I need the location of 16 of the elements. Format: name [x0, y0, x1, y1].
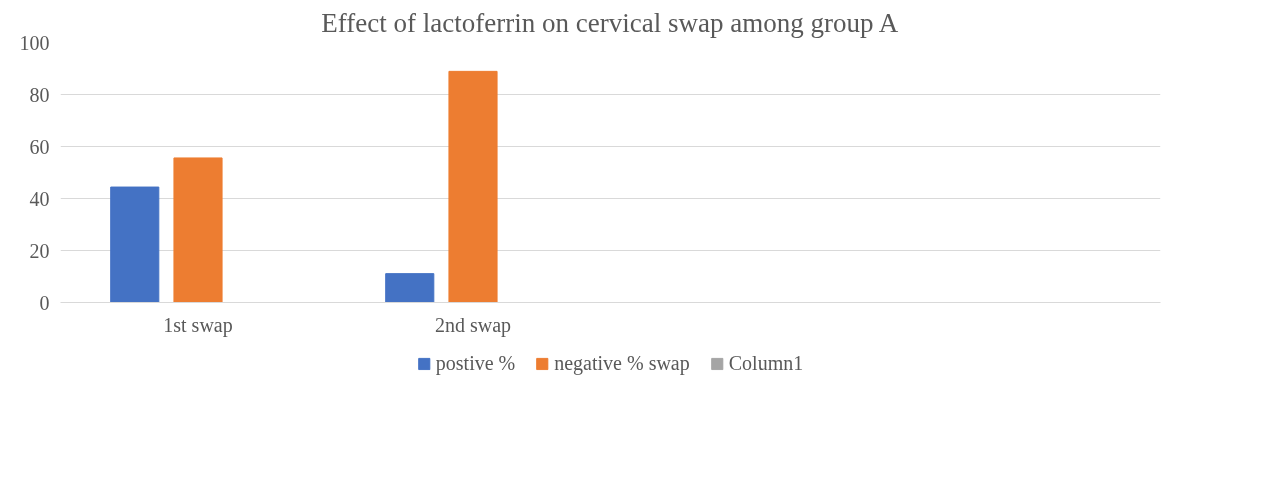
- bar: [173, 157, 223, 303]
- y-tick-label: 20: [29, 239, 50, 262]
- y-tick-label: 100: [19, 31, 50, 54]
- chart-title: Effect of lactoferrin on cervical swap among group A: [321, 7, 899, 38]
- legend-label: Column1: [728, 351, 804, 375]
- y-tick-label: 80: [29, 83, 50, 106]
- y-tick-label: 60: [29, 135, 50, 158]
- bar: [110, 186, 160, 303]
- bar: [448, 70, 498, 303]
- x-tick-label: 1st swap: [163, 313, 233, 337]
- legend-label: negative % swap: [554, 351, 690, 375]
- y-tick-label: 40: [29, 187, 50, 210]
- y-tick-label: 0: [39, 291, 50, 314]
- x-tick-label: 2nd swap: [434, 313, 512, 337]
- bar: [385, 273, 435, 303]
- legend-label: postive %: [435, 351, 516, 375]
